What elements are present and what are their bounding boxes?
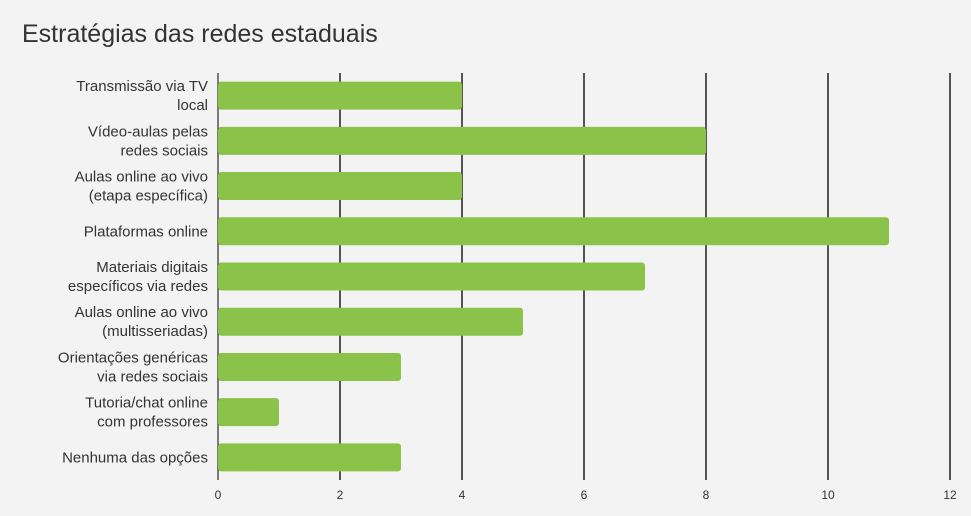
x-tick-label: 2 <box>337 488 344 502</box>
category-label-line: (etapa específica) <box>89 188 208 205</box>
category-label-line: Orientações genéricas <box>58 349 208 366</box>
category-label-line: local <box>177 97 208 114</box>
x-tick-label: 0 <box>215 488 222 502</box>
x-tick-label: 8 <box>703 488 710 502</box>
category-label-line: via redes sociais <box>97 368 208 385</box>
x-tick-label: 12 <box>943 488 957 502</box>
bar <box>218 443 401 472</box>
chart-title: Estratégias das redes estaduais <box>22 20 378 48</box>
x-tick-label: 10 <box>821 488 835 502</box>
category-label-line: (multisseriadas) <box>102 323 208 340</box>
bar <box>218 307 523 336</box>
category-label-line: com professores <box>97 414 208 431</box>
bars-group <box>218 81 889 472</box>
category-label: Nenhuma das opções <box>62 449 208 466</box>
category-label-line: Plataformas online <box>84 223 208 240</box>
bar <box>218 172 462 201</box>
category-label: Orientações genéricas via redes sociais <box>58 349 208 385</box>
category-label: Tutoria/chat online com professores <box>85 395 208 431</box>
category-labels: Transmissão via TV local Vídeo-aulas pelas… <box>58 78 208 466</box>
category-label: Aulas online ao vivo (multisseriadas) <box>75 304 208 340</box>
x-tick-label: 4 <box>459 488 466 502</box>
category-label: Plataformas online <box>84 223 208 240</box>
category-label: Transmissão via TV local <box>76 78 208 114</box>
x-tick-labels: 0 2 4 6 8 10 12 <box>215 488 957 502</box>
category-label: Aulas online ao vivo (etapa específica) <box>75 169 208 205</box>
bar <box>218 398 279 427</box>
bar <box>218 262 645 291</box>
bar <box>218 352 401 381</box>
category-label-line: Transmissão via TV <box>76 78 208 95</box>
category-label-line: específicos via redes <box>68 278 208 295</box>
category-label-line: Vídeo-aulas pelas <box>88 123 208 140</box>
category-label-line: Aulas online ao vivo <box>75 304 208 321</box>
bar <box>218 217 889 246</box>
category-label-line: redes sociais <box>120 142 208 159</box>
bar <box>218 126 706 155</box>
category-label-line: Tutoria/chat online <box>85 395 208 412</box>
category-label: Materiais digitais específicos via redes <box>68 259 208 295</box>
category-label-line: Materiais digitais <box>96 259 208 276</box>
bar <box>218 81 462 110</box>
category-label-line: Aulas online ao vivo <box>75 169 208 186</box>
category-label-line: Nenhuma das opções <box>62 449 208 466</box>
category-label: Vídeo-aulas pelas redes sociais <box>88 123 208 159</box>
x-tick-label: 6 <box>581 488 588 502</box>
